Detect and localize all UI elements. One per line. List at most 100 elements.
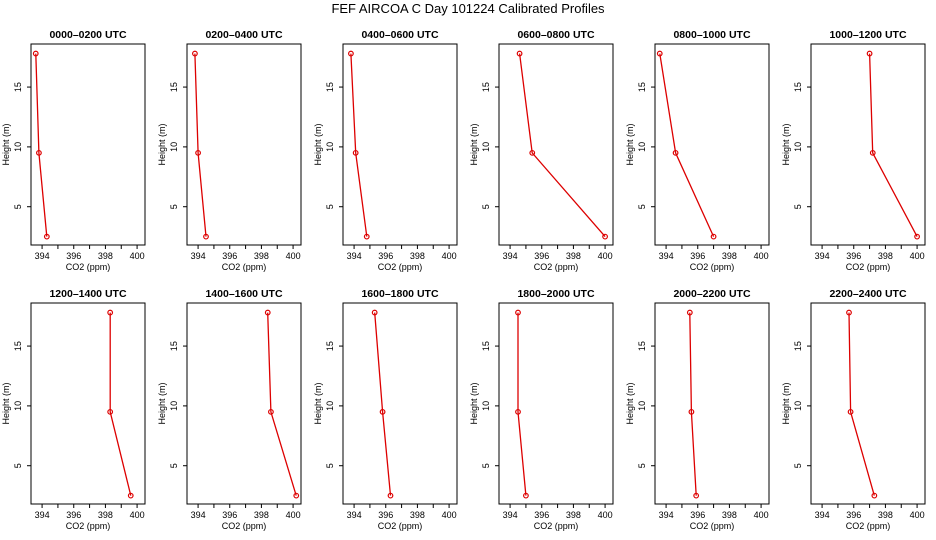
profile-point — [195, 149, 201, 156]
profile-point — [688, 408, 695, 415]
y-tick-label: 5 — [481, 463, 491, 468]
x-axis-label: CO2 (ppm) — [534, 521, 579, 531]
x-tick-label: 400 — [286, 251, 301, 261]
profile-point — [107, 309, 114, 316]
x-tick-label: 396 — [222, 251, 237, 261]
x-tick-label: 396 — [846, 510, 861, 520]
y-tick-label: 15 — [325, 341, 335, 351]
x-tick-label: 394 — [191, 510, 206, 520]
plot-frame — [654, 43, 770, 246]
profile-line — [35, 53, 48, 237]
x-tick-label: 396 — [378, 510, 393, 520]
profile-point — [846, 309, 852, 316]
x-tick-label: 398 — [722, 251, 737, 261]
profile-point — [36, 149, 42, 156]
x-tick-label: 394 — [35, 251, 50, 261]
profile-point — [602, 233, 608, 240]
y-axis-label: Height (m) — [157, 123, 167, 165]
profile-line — [350, 53, 368, 237]
x-tick-label: 400 — [910, 251, 925, 261]
y-tick-label: 10 — [325, 142, 335, 152]
x-tick-label: 398 — [254, 251, 269, 261]
profile-point — [515, 309, 521, 316]
profile-point — [529, 149, 536, 156]
y-tick-label: 5 — [481, 204, 491, 209]
x-tick-label: 394 — [659, 251, 674, 261]
plot-frame — [498, 302, 614, 505]
y-axis-label: Height (m) — [781, 123, 791, 165]
x-tick-label: 398 — [878, 251, 893, 261]
y-axis-label: Height (m) — [469, 382, 479, 424]
y-axis-label: Height (m) — [625, 382, 635, 424]
x-tick-label: 394 — [35, 510, 50, 520]
profile-point — [914, 233, 920, 240]
panel-title: 1600–1800 UTC — [361, 288, 438, 300]
x-tick-label: 394 — [659, 510, 674, 520]
x-tick-label: 398 — [722, 510, 737, 520]
plot-frame — [30, 302, 146, 505]
x-tick-label: 400 — [442, 251, 457, 261]
x-tick-label: 400 — [130, 251, 145, 261]
profile-panel: 0600–0800 UTC 394 396 398 400 CO2 (ppm) 5 10 15 H… — [469, 29, 614, 272]
profile-point — [387, 492, 394, 499]
x-tick-label: 396 — [690, 251, 705, 261]
profile-panel: 2200–2400 UTC 394 396 398 400 CO2 (ppm) 5 10 15 H… — [781, 288, 926, 531]
y-tick-label: 10 — [481, 401, 491, 411]
y-tick-label: 10 — [13, 401, 23, 411]
y-tick-label: 5 — [169, 204, 179, 209]
y-tick-label: 10 — [325, 401, 335, 411]
y-axis-label: Height (m) — [157, 382, 167, 424]
profile-line — [109, 312, 132, 496]
x-tick-label: 396 — [66, 251, 81, 261]
y-axis-label: Height (m) — [313, 382, 323, 424]
plot-frame — [186, 43, 302, 246]
y-tick-label: 10 — [13, 142, 23, 152]
x-tick-label: 400 — [286, 510, 301, 520]
y-tick-label: 15 — [793, 82, 803, 92]
panel-title: 1400–1600 UTC — [205, 288, 282, 300]
profile-point — [32, 50, 39, 57]
profile-point — [127, 492, 134, 499]
y-tick-label: 15 — [13, 82, 23, 92]
y-tick-label: 5 — [325, 204, 335, 209]
profile-panel: 1600–1800 UTC 394 396 398 400 CO2 (ppm) 5 10 15 H… — [313, 288, 458, 531]
x-tick-label: 396 — [846, 251, 861, 261]
x-tick-label: 398 — [410, 510, 425, 520]
panel-title: 0000–0200 UTC — [49, 29, 126, 41]
profile-point — [672, 149, 679, 156]
x-axis-label: CO2 (ppm) — [378, 262, 423, 272]
y-tick-label: 5 — [637, 463, 647, 468]
panel-title: 2000–2200 UTC — [673, 288, 750, 300]
profile-line — [374, 312, 392, 496]
y-tick-label: 5 — [793, 463, 803, 468]
x-axis-label: CO2 (ppm) — [222, 262, 267, 272]
x-axis-label: CO2 (ppm) — [378, 521, 423, 531]
y-tick-label: 15 — [13, 341, 23, 351]
y-tick-label: 15 — [481, 341, 491, 351]
profile-point — [379, 408, 386, 415]
panel-title: 1800–2000 UTC — [517, 288, 594, 300]
y-tick-label: 10 — [793, 142, 803, 152]
x-tick-label: 394 — [815, 251, 830, 261]
profile-line — [194, 53, 207, 237]
plot-frame — [342, 302, 458, 505]
profile-point — [693, 492, 700, 499]
x-tick-label: 396 — [534, 510, 549, 520]
profile-line — [659, 53, 715, 237]
y-axis-label: Height (m) — [469, 123, 479, 165]
y-tick-label: 15 — [169, 341, 179, 351]
y-tick-label: 15 — [325, 82, 335, 92]
profile-line — [267, 312, 297, 496]
x-axis-label: CO2 (ppm) — [66, 262, 111, 272]
x-tick-label: 398 — [566, 251, 581, 261]
plot-frame — [810, 43, 926, 246]
x-tick-label: 396 — [66, 510, 81, 520]
y-tick-label: 5 — [793, 204, 803, 209]
y-axis-label: Height (m) — [781, 382, 791, 424]
x-tick-label: 394 — [347, 510, 362, 520]
y-tick-label: 10 — [169, 401, 179, 411]
y-tick-label: 10 — [481, 142, 491, 152]
y-axis-label: Height (m) — [1, 123, 11, 165]
profile-panel: 0200–0400 UTC 394 396 398 400 CO2 (ppm) 5 10 15 H… — [157, 29, 302, 272]
